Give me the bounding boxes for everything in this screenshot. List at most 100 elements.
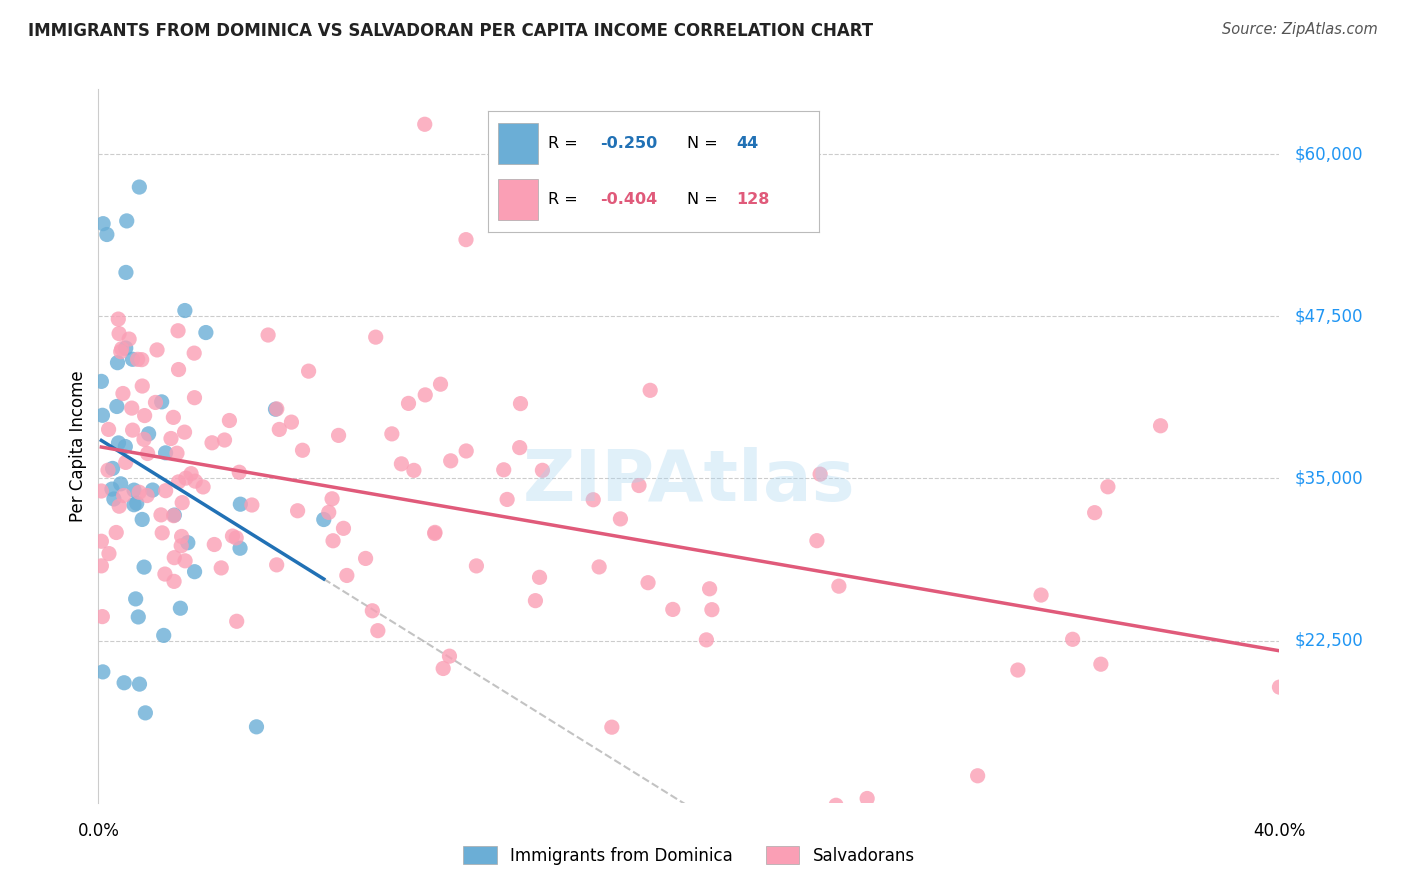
Point: [229, 541, 252, 556]
Point: [121, 352, 143, 367]
Legend: Immigrants from Dominica, Salvadorans: Immigrants from Dominica, Salvadorans: [454, 838, 924, 873]
Point: [225, 615, 247, 629]
Point: [440, 454, 463, 468]
Point: [191, 480, 214, 494]
Point: [966, 769, 988, 783]
Point: [170, 529, 193, 543]
Point: [509, 396, 531, 410]
Point: [806, 533, 828, 548]
Point: [257, 328, 280, 343]
Point: [170, 539, 193, 553]
Point: [531, 463, 554, 477]
Point: [111, 342, 134, 356]
Point: [163, 550, 186, 565]
Point: [454, 233, 477, 247]
Point: [266, 401, 288, 416]
Point: [183, 346, 205, 360]
Point: [97, 547, 120, 561]
Point: [115, 214, 138, 228]
Y-axis label: Per Capita Income: Per Capita Income: [69, 370, 87, 522]
Point: [91, 217, 114, 231]
Point: [121, 423, 143, 437]
Point: [103, 491, 125, 506]
Point: [465, 558, 488, 573]
Point: [118, 332, 141, 346]
Point: [328, 428, 350, 442]
Point: [91, 609, 114, 624]
Point: [107, 312, 129, 326]
Point: [124, 591, 146, 606]
Point: [361, 604, 384, 618]
Point: [183, 565, 205, 579]
Point: [240, 498, 263, 512]
Point: [152, 628, 174, 642]
Point: [105, 525, 128, 540]
Text: 0.0%: 0.0%: [77, 822, 120, 840]
Point: [136, 446, 159, 460]
Point: [134, 706, 156, 720]
Point: [91, 409, 114, 423]
Point: [122, 498, 145, 512]
Point: [174, 554, 197, 568]
Point: [180, 467, 202, 481]
Point: [125, 496, 148, 510]
Point: [318, 505, 340, 519]
Point: [131, 379, 153, 393]
Point: [1097, 480, 1119, 494]
Point: [160, 432, 183, 446]
Point: [638, 384, 661, 398]
Point: [287, 504, 309, 518]
Point: [1084, 506, 1107, 520]
Point: [163, 508, 186, 522]
Point: [413, 388, 436, 402]
Point: [142, 483, 165, 497]
Point: [856, 791, 879, 805]
Point: [627, 478, 650, 492]
Point: [496, 492, 519, 507]
Point: [218, 413, 240, 427]
Point: [808, 467, 831, 482]
Point: [150, 395, 173, 409]
Point: [146, 343, 169, 357]
Point: [381, 426, 404, 441]
Point: [336, 568, 359, 582]
Point: [173, 303, 195, 318]
Point: [105, 400, 128, 414]
Text: 40.0%: 40.0%: [1253, 822, 1306, 840]
Point: [825, 798, 848, 813]
Point: [97, 463, 120, 477]
Point: [111, 386, 134, 401]
Point: [114, 341, 136, 355]
Point: [214, 433, 236, 447]
Point: [600, 720, 623, 734]
Point: [509, 441, 531, 455]
Point: [108, 326, 131, 341]
Point: [149, 508, 172, 522]
Point: [107, 436, 129, 450]
Point: [101, 482, 124, 496]
Point: [582, 492, 605, 507]
Point: [364, 330, 387, 344]
Point: [354, 551, 377, 566]
Point: [1007, 663, 1029, 677]
Point: [183, 391, 205, 405]
Point: [202, 537, 225, 551]
Point: [127, 610, 149, 624]
Point: [439, 649, 461, 664]
Point: [264, 402, 287, 417]
Point: [163, 574, 186, 589]
Point: [131, 352, 153, 367]
Point: [280, 415, 302, 429]
Point: [101, 461, 124, 475]
Point: [637, 575, 659, 590]
Point: [700, 602, 723, 616]
Point: [367, 624, 389, 638]
Point: [194, 326, 217, 340]
Point: [245, 720, 267, 734]
Point: [107, 356, 129, 370]
Point: [167, 475, 190, 489]
Point: [122, 483, 145, 497]
Point: [312, 512, 335, 526]
Point: [423, 525, 446, 540]
Point: [662, 602, 685, 616]
